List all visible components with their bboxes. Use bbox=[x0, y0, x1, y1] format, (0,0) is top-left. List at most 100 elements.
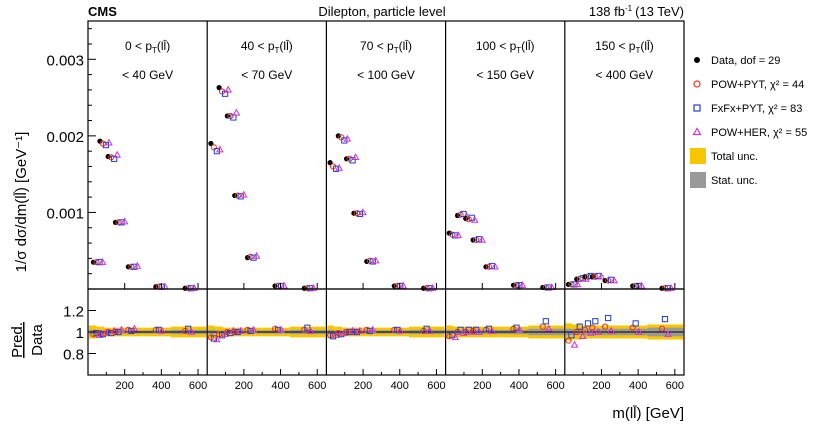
powher-point bbox=[454, 231, 463, 239]
powher-ratio-point bbox=[451, 333, 460, 341]
panel-label-var: (ll̄) bbox=[521, 39, 534, 53]
powher-ratio-point bbox=[544, 324, 553, 332]
x-tick-label: 400 bbox=[510, 380, 528, 392]
lumi-value: 138 fb bbox=[589, 4, 625, 19]
powher-ratio-point bbox=[515, 325, 524, 333]
fxfxpyt-ratio-point bbox=[346, 328, 353, 336]
panel-label-bottom: < 150 GeV bbox=[476, 68, 534, 82]
x-tick-label: 400 bbox=[271, 380, 289, 392]
panel-label-bottom: < 100 GeV bbox=[357, 68, 415, 82]
panel-label-sub: T bbox=[394, 46, 399, 55]
main-y-axis-label: 1/σ dσ/dm(ll̄) [GeV⁻¹] bbox=[13, 132, 30, 273]
powher-ratio-point bbox=[102, 328, 110, 336]
powher-ratio-point bbox=[594, 327, 603, 335]
fxfxpyt-point bbox=[237, 193, 244, 200]
panel-label-text: 70 < p bbox=[360, 39, 394, 53]
fxfxpyt-ratio-point bbox=[542, 318, 549, 325]
fxfxpyt-ratio-point bbox=[234, 328, 241, 336]
panel-label-top: 150 < pT(ll̄) bbox=[595, 39, 654, 55]
powpyt-ratio-point bbox=[581, 326, 589, 333]
fxfxpyt-point bbox=[356, 210, 364, 218]
fxfxpyt-ratio-point bbox=[329, 333, 337, 340]
powher-point bbox=[399, 281, 408, 289]
powher-point bbox=[597, 272, 606, 280]
powher-point bbox=[232, 108, 241, 116]
powher-ratio-point bbox=[368, 325, 377, 333]
legend-label-total: Total unc. bbox=[711, 151, 758, 163]
panel-label-sub: T bbox=[516, 46, 521, 55]
powher-point bbox=[224, 85, 232, 93]
panel-label-bottom: < 40 GeV bbox=[122, 68, 173, 82]
powher-ratio-point bbox=[356, 326, 364, 334]
chart-subtitle: Dilepton, particle level bbox=[318, 4, 445, 19]
yellow-box-icon bbox=[690, 148, 706, 164]
powher-ratio-point bbox=[306, 326, 315, 334]
powher-ratio-point bbox=[459, 328, 468, 336]
powher-point bbox=[120, 217, 129, 225]
powher-point bbox=[105, 138, 113, 146]
powher-point bbox=[133, 261, 142, 269]
fxfxpyt-ratio-point bbox=[592, 318, 599, 325]
ratio-y-label-top: Pred. bbox=[9, 322, 26, 358]
powher-point bbox=[113, 150, 122, 158]
fxfxpyt-point bbox=[118, 219, 125, 226]
legend-label-stat: Stat. unc. bbox=[711, 175, 757, 187]
powher-ratio-point bbox=[158, 326, 166, 334]
x-tick-label: 600 bbox=[427, 380, 445, 392]
powher-ratio-point bbox=[578, 332, 587, 339]
cms-label: CMS bbox=[88, 4, 117, 19]
data-point bbox=[97, 138, 103, 144]
powher-point bbox=[573, 280, 582, 288]
powpyt-ratio-point bbox=[658, 325, 666, 332]
fxfxpyt-ratio-point bbox=[605, 314, 612, 322]
legend-label-fxfxpyt: FxFx+PYT, χ² = 83 bbox=[711, 103, 802, 115]
powher-ratio-point bbox=[634, 327, 643, 335]
x-tick-label: 200 bbox=[235, 380, 253, 392]
x-tick-label: 200 bbox=[354, 380, 372, 392]
ratio-y-tick-label: 1.2 bbox=[63, 304, 84, 321]
legend-label-data: Data, dof = 29 bbox=[711, 55, 780, 67]
powher-point bbox=[343, 134, 352, 142]
powher-point bbox=[216, 145, 224, 153]
fxfxpyt-ratio-point bbox=[661, 316, 669, 323]
fxfxpyt-ratio-point bbox=[568, 332, 575, 339]
powher-point bbox=[478, 235, 486, 243]
panel-label-sub: T bbox=[152, 46, 157, 55]
panel-label-text: 100 < p bbox=[476, 39, 517, 53]
energy-label: (13 TeV) bbox=[635, 4, 684, 19]
fxfxpyt-point bbox=[250, 254, 257, 261]
panel-label-sub: T bbox=[635, 46, 640, 55]
x-tick-label: 200 bbox=[473, 380, 491, 392]
powher-point bbox=[637, 281, 646, 289]
x-tick-label: 600 bbox=[666, 380, 684, 392]
ratio-y-tick-label: 0.8 bbox=[63, 347, 84, 364]
powher-point bbox=[470, 215, 479, 223]
powher-ratio-point bbox=[213, 335, 221, 343]
powher-point bbox=[518, 280, 527, 288]
powher-ratio-point bbox=[396, 326, 405, 334]
fxfxpyt-point bbox=[131, 263, 138, 270]
circle-icon bbox=[693, 80, 701, 88]
fxfxpyt-ratio-point bbox=[366, 327, 373, 335]
fxfxpyt-ratio-point bbox=[247, 327, 254, 335]
panel-label-var: (ll̄) bbox=[640, 39, 653, 53]
fxfxpyt-ratio-point bbox=[584, 320, 592, 327]
powher-ratio-point bbox=[221, 329, 229, 337]
x-tick-label: 600 bbox=[189, 380, 207, 392]
ratio-y-tick-label: 1 bbox=[76, 325, 84, 342]
legend-label-powpyt: POW+PYT, χ² = 44 bbox=[711, 79, 804, 91]
fxfxpyt-ratio-point bbox=[338, 331, 345, 338]
powher-ratio-point bbox=[187, 327, 196, 335]
x-tick-label: 400 bbox=[152, 380, 170, 392]
powpyt-ratio-point bbox=[589, 324, 596, 331]
fxfxpyt-point bbox=[369, 258, 376, 265]
powher-ratio-point bbox=[236, 326, 245, 334]
powher-ratio-point bbox=[249, 325, 258, 333]
panel-label-bottom: < 70 GeV bbox=[241, 68, 292, 82]
panel-label-text: 150 < p bbox=[595, 39, 636, 53]
powher-point bbox=[359, 208, 367, 216]
ratio-y-label-bottom: Data bbox=[29, 324, 46, 356]
fxfxpyt-ratio-point bbox=[632, 320, 639, 327]
powher-point bbox=[335, 163, 343, 171]
